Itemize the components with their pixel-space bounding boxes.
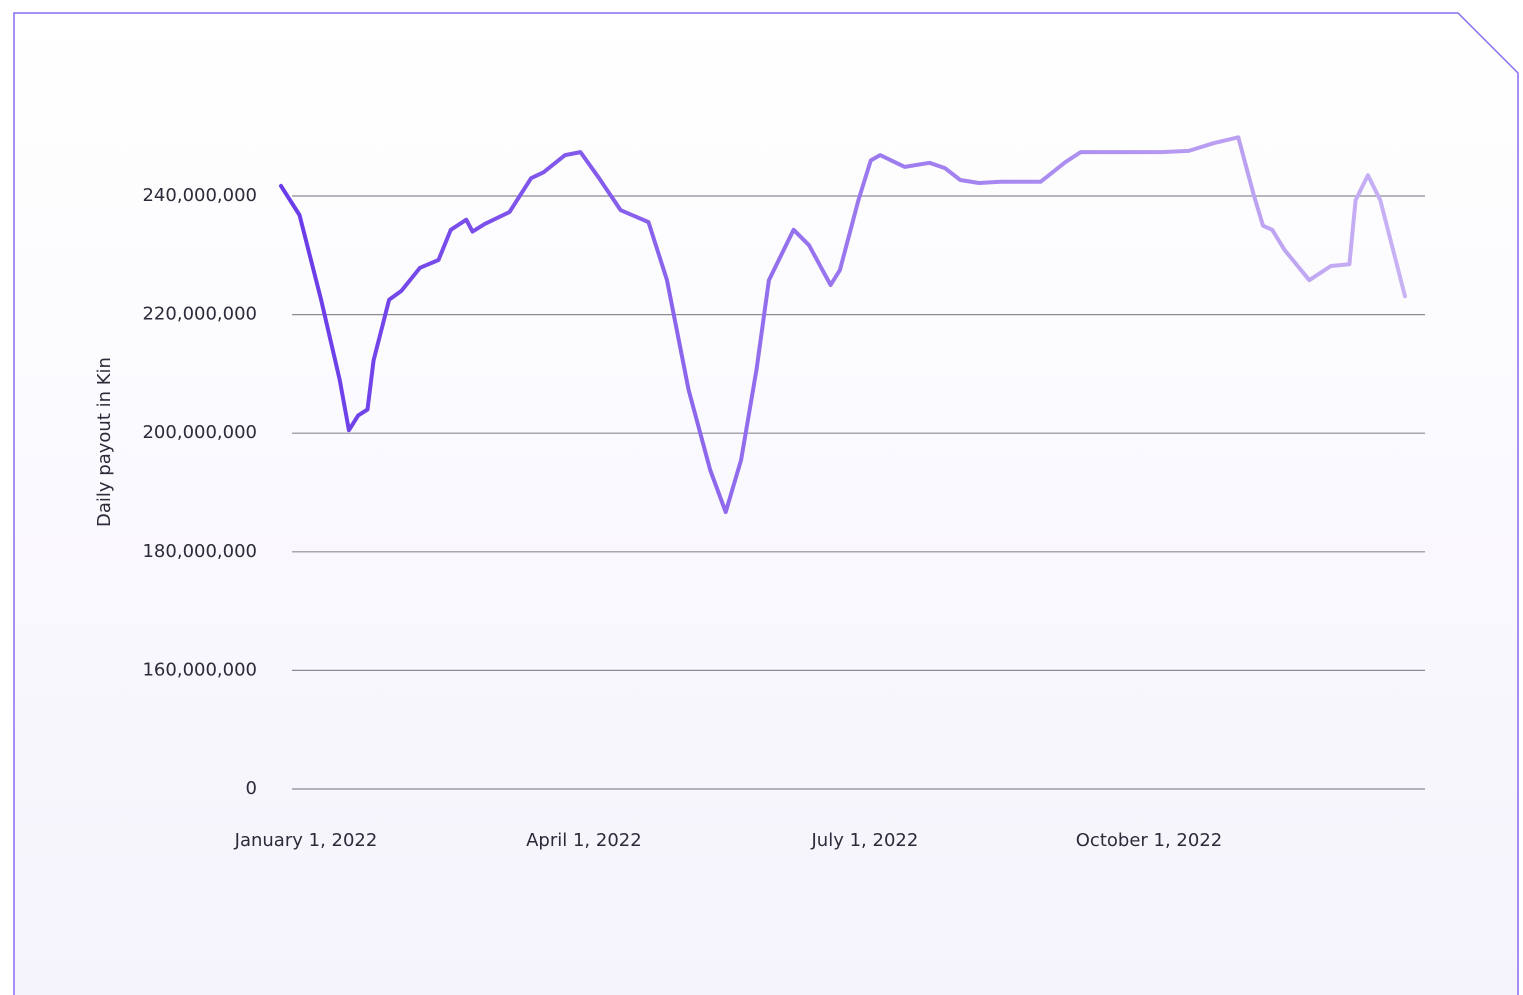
- y-tick-label: 180,000,000: [142, 541, 257, 562]
- x-tick-label: July 1, 2022: [811, 830, 919, 851]
- y-tick-label: 0: [246, 778, 257, 799]
- x-tick-label: April 1, 2022: [526, 830, 642, 851]
- y-tick-label: 220,000,000: [142, 304, 257, 325]
- data-line: [279, 135, 1407, 515]
- x-tick-label: January 1, 2022: [234, 830, 378, 851]
- y-axis-title: Daily payout in Kin: [94, 357, 115, 527]
- x-tick-label: October 1, 2022: [1076, 830, 1222, 851]
- y-tick-label: 160,000,000: [142, 659, 257, 680]
- frame: [13, 12, 1519, 995]
- y-tick-label: 240,000,000: [142, 185, 257, 206]
- y-tick-label: 200,000,000: [142, 422, 257, 443]
